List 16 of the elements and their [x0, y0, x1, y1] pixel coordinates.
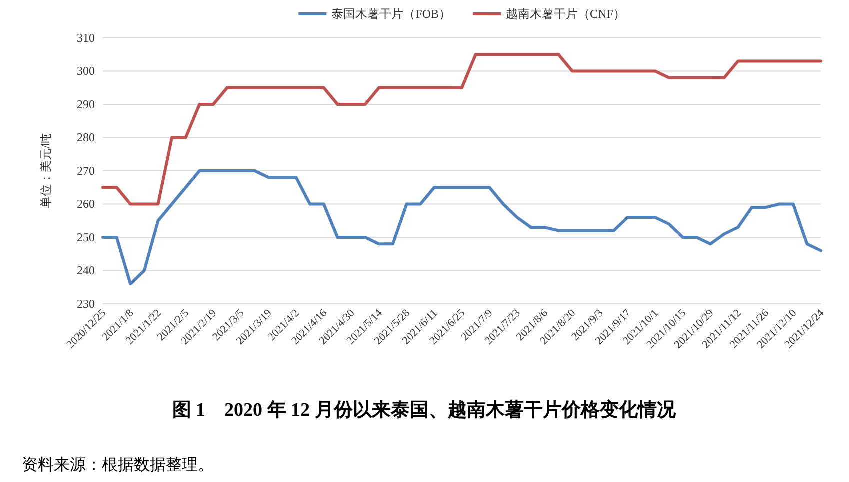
- legend-label: 泰国木薯干片（FOB）: [332, 7, 451, 21]
- y-tick-label: 230: [77, 296, 95, 311]
- y-tick-label: 290: [77, 97, 95, 112]
- y-tick-label: 240: [77, 264, 95, 278]
- text: 图 1 2020 年 12 月份以来泰国、越南木薯干片价格变化情况: [172, 399, 677, 421]
- y-tick-label: 280: [77, 130, 95, 145]
- line-series: [102, 170, 822, 286]
- y-tick-label: 310: [77, 30, 95, 45]
- y-tick-label: 270: [77, 164, 95, 178]
- y-axis-title: 单位：美元/吨: [39, 133, 53, 209]
- line-series: [102, 53, 822, 206]
- text: 资料来源：根据数据整理。: [22, 456, 214, 474]
- y-tick-label: 300: [77, 64, 95, 78]
- y-tick-label: 260: [77, 197, 95, 212]
- y-tick-label: 250: [77, 230, 95, 244]
- legend-label: 越南木薯干片（CNF）: [506, 7, 626, 21]
